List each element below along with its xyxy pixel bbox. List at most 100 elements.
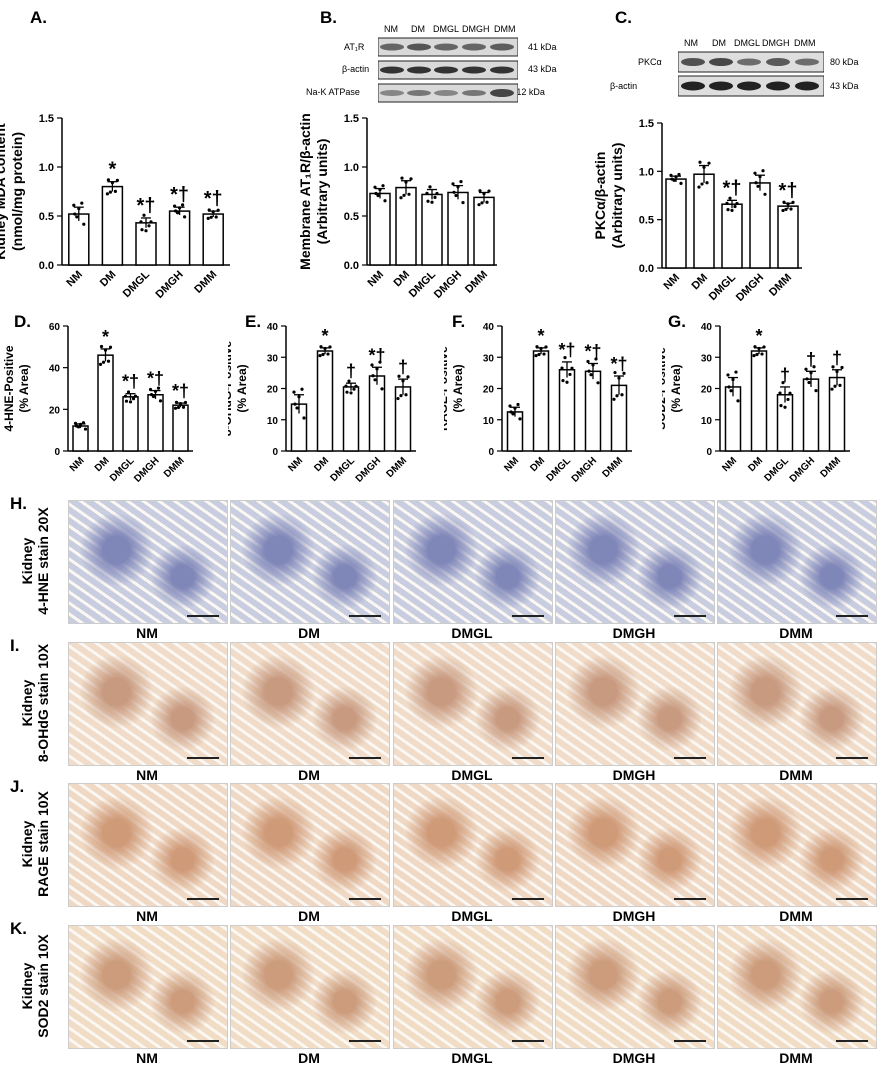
scale-bar (512, 1040, 544, 1042)
data-point-f (534, 354, 537, 357)
data-point-e (295, 406, 298, 409)
y-tick-label-d: 60 (49, 322, 61, 333)
data-point-g (786, 398, 789, 401)
data-point-c (781, 209, 784, 212)
category-label-b: DMM (463, 269, 490, 296)
data-point-f (587, 370, 590, 373)
category-label-g: NM (720, 455, 739, 474)
significance-mark-e: * (321, 326, 328, 346)
y-tick-label-d: 40 (49, 364, 61, 375)
category-label-d: DMM (162, 455, 187, 480)
row-caption-line: SOD2 stain 10X (35, 921, 51, 1051)
data-point-b (478, 189, 481, 192)
data-point-d (132, 397, 135, 400)
data-point-b (477, 203, 480, 206)
data-point-a (82, 223, 85, 226)
data-point-e (373, 378, 376, 381)
blot-b-lane-dmm: DMM (494, 24, 516, 34)
row-caption-line: Kidney (19, 638, 35, 768)
significance-mark-f: *† (610, 354, 627, 374)
data-point-c (761, 169, 764, 172)
category-label-c: DM (690, 272, 711, 293)
row-caption: Kidney SOD2 stain 10X (19, 921, 51, 1051)
data-point-d (84, 427, 87, 430)
data-point-b (485, 201, 488, 204)
y-axis-label-g: SOD2-Positive (662, 347, 668, 430)
category-label-a: DM (98, 269, 119, 290)
data-point-g (835, 370, 838, 373)
data-point-e (399, 394, 402, 397)
data-point-d (184, 401, 187, 404)
category-label-b: DM (392, 269, 413, 290)
category-label-c: DMGL (707, 271, 739, 303)
significance-mark-d: * (102, 327, 109, 347)
data-point-g (783, 406, 786, 409)
data-point-a (212, 210, 215, 213)
category-label-c: NM (662, 272, 683, 293)
bar-e-dmgh (370, 376, 385, 451)
bar-d-dm (98, 355, 113, 451)
category-label-g: DMM (818, 455, 843, 480)
y-tick-label-b: 1.0 (344, 162, 359, 174)
data-point-d (174, 407, 177, 410)
y-tick-label-b: 1.5 (344, 113, 359, 125)
data-point-b (407, 193, 410, 196)
data-point-a (111, 181, 114, 184)
data-point-f (570, 367, 573, 370)
data-point-e (380, 387, 383, 390)
category-label-a: DMGL (121, 268, 153, 300)
bar-c-dmgl (722, 204, 742, 268)
significance-mark-a: *† (204, 188, 223, 210)
data-point-g (778, 391, 781, 394)
data-point-f (516, 403, 519, 406)
data-point-g (736, 399, 739, 402)
data-point-g (731, 378, 734, 381)
y-tick-label-d: 20 (49, 405, 61, 416)
bar-d-dmgh (148, 395, 163, 451)
data-point-d (79, 423, 82, 426)
row-caption-line: 8-OHdG stain 10X (35, 638, 51, 768)
data-point-b (487, 189, 490, 192)
data-point-g (805, 377, 808, 380)
micrograph-label-dm: DM (230, 625, 388, 641)
micrograph-dm (230, 500, 390, 624)
data-point-f (620, 393, 623, 396)
data-point-e (323, 347, 326, 350)
data-point-g (838, 384, 841, 387)
scale-bar (349, 757, 381, 759)
data-point-b (399, 196, 402, 199)
bar-a-dmgh (170, 211, 190, 265)
micrograph-label-nm: NM (68, 908, 226, 924)
y-tick-label-f: 30 (483, 353, 495, 364)
data-point-a (139, 220, 142, 223)
data-point-f (508, 404, 511, 407)
bar-b-dmgl (422, 194, 442, 265)
micrograph-dm (230, 642, 390, 766)
blot-c-kda-1: 80 kDa (830, 57, 859, 67)
micrograph-dmgh (555, 925, 715, 1049)
bar-f-dmm (612, 385, 627, 451)
category-label-f: DMM (600, 455, 625, 480)
micrograph-label-dm: DM (230, 767, 388, 783)
category-label-e: DMGH (354, 455, 383, 484)
blot-c-kda-2: 43 kDa (830, 81, 859, 91)
bar-e-dm (318, 351, 333, 451)
micrograph-label-dmm: DMM (717, 767, 875, 783)
data-point-b (402, 194, 405, 197)
data-point-b (482, 192, 485, 195)
significance-mark-a: *† (170, 184, 189, 206)
scale-bar (836, 615, 868, 617)
data-point-e (328, 345, 331, 348)
significance-mark-a: *† (137, 195, 156, 217)
bar-g-dm (752, 351, 767, 451)
data-point-f (612, 398, 615, 401)
data-point-e (375, 367, 378, 370)
micrograph-dmgh (555, 783, 715, 907)
micrograph-label-dmgl: DMGL (393, 767, 551, 783)
data-point-a (178, 206, 181, 209)
y-tick-label-c: 1.5 (639, 118, 654, 130)
y-axis-label-c: (Arbitrary units) (609, 143, 625, 249)
row-caption-line: 4-HNE stain 20X (35, 496, 51, 626)
data-point-c (679, 182, 682, 185)
data-point-b (425, 192, 428, 195)
